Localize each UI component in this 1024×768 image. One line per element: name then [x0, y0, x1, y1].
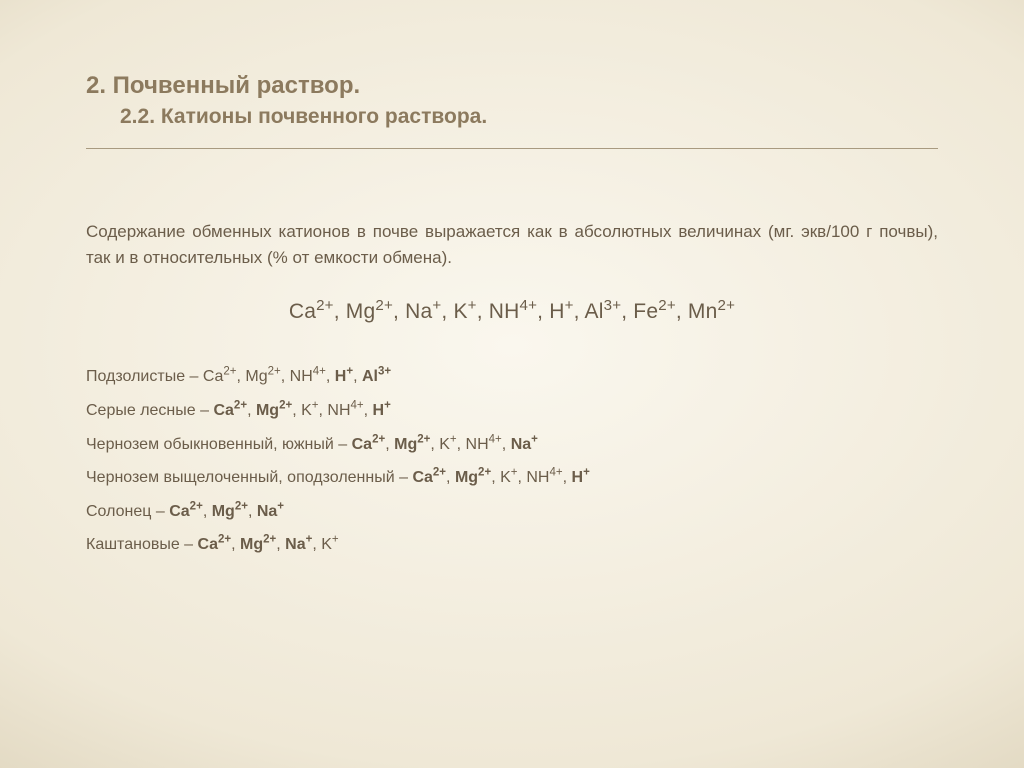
soil-ions: Ca2+, Mg2+, K+, NH4+, H+ [412, 469, 589, 486]
divider [86, 148, 938, 149]
soil-ions: Ca2+, Mg2+, NH4+, H+, Al3+ [203, 368, 391, 385]
dash-separator: – [185, 368, 203, 385]
soil-line: Каштановые – Ca2+, Mg2+, Na+, K+ [86, 528, 938, 562]
dash-separator: – [395, 469, 413, 486]
intro-paragraph: Содержание обменных катионов в почве выр… [86, 219, 938, 270]
soil-ions: Ca2+, Mg2+, K+, NH4+, H+ [213, 402, 390, 419]
soil-ions: Ca2+, Mg2+, Na+, K+ [198, 536, 339, 553]
dash-separator: – [151, 503, 169, 520]
soil-line: Солонец – Ca2+, Mg2+, Na+ [86, 495, 938, 529]
soil-name: Солонец [86, 503, 151, 520]
dash-separator: – [180, 536, 198, 553]
dash-separator: – [196, 402, 214, 419]
soil-name: Чернозем выщелоченный, оподзоленный [86, 469, 395, 486]
heading-line-1: 2. Почвенный раствор. [86, 70, 938, 101]
soil-type-list: Подзолистые – Ca2+, Mg2+, NH4+, H+, Al3+… [86, 360, 938, 562]
dash-separator: – [334, 436, 352, 453]
slide: 2. Почвенный раствор. 2.2. Катионы почве… [0, 0, 1024, 768]
soil-line: Чернозем обыкновенный, южный – Ca2+, Mg2… [86, 428, 938, 462]
heading-line-2: 2.2. Катионы почвенного раствора. [120, 103, 938, 130]
soil-ions: Ca2+, Mg2+, Na+ [169, 503, 284, 520]
soil-line: Серые лесные – Ca2+, Mg2+, K+, NH4+, H+ [86, 394, 938, 428]
soil-name: Подзолистые [86, 368, 185, 385]
soil-ions: Ca2+, Mg2+, K+, NH4+, Na+ [352, 436, 538, 453]
soil-name: Серые лесные [86, 402, 196, 419]
soil-name: Каштановые [86, 536, 180, 553]
soil-line: Чернозем выщелоченный, оподзоленный – Ca… [86, 461, 938, 495]
soil-line: Подзолистые – Ca2+, Mg2+, NH4+, H+, Al3+ [86, 360, 938, 394]
soil-name: Чернозем обыкновенный, южный [86, 436, 334, 453]
cations-list: Ca2+, Mg2+, Na+, K+, NH4+, H+, Al3+, Fe2… [86, 300, 938, 324]
